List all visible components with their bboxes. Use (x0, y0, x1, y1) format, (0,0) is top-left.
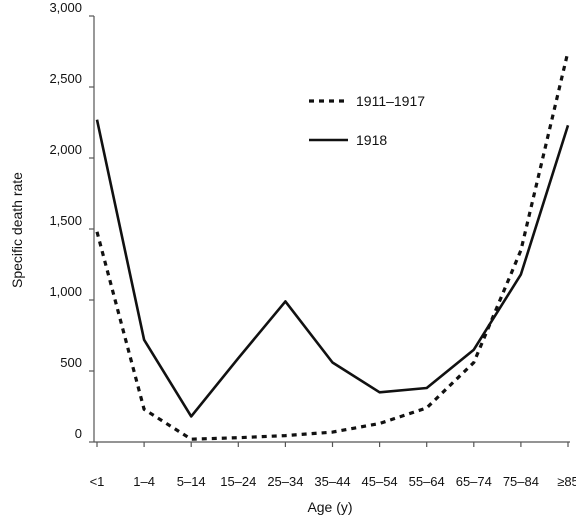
y-tick-label: 2,500 (49, 71, 82, 86)
y-tick-label: 500 (60, 355, 82, 370)
x-tick-label: 25–34 (267, 474, 303, 489)
y-tick-label: 1,500 (49, 213, 82, 228)
y-ticks: 0 500 1,000 1,500 2,000 2,500 3,000 (49, 0, 94, 443)
x-tick-label: 1–4 (133, 474, 155, 489)
x-tick-label: ≥85 (557, 474, 576, 489)
series-group (95, 51, 570, 441)
series-line-1911-1917 (95, 51, 570, 441)
x-tick-label: 65–74 (456, 474, 492, 489)
x-tick-label: 75–84 (503, 474, 539, 489)
y-tick-label: 0 (75, 426, 82, 441)
series-line-1918 (95, 119, 570, 418)
x-tick-label: 15–24 (220, 474, 256, 489)
legend: 1911–1917 1918 (309, 93, 425, 148)
y-tick-label: 3,000 (49, 0, 82, 15)
x-ticks: <1 1–4 5–14 15–24 25–34 35–44 45–54 55–64 65–74 7… (90, 442, 576, 489)
y-tick-label: 1,000 (49, 284, 82, 299)
x-tick-label: 5–14 (177, 474, 206, 489)
legend-label: 1918 (356, 132, 387, 148)
legend-label: 1911–1917 (356, 93, 425, 109)
y-axis-title: Specific death rate (9, 172, 25, 288)
y-tick-label: 2,000 (49, 142, 82, 157)
x-tick-label: <1 (90, 474, 105, 489)
x-tick-label: 55–64 (409, 474, 445, 489)
x-tick-label: 45–54 (362, 474, 398, 489)
x-axis-title: Age (y) (307, 499, 352, 515)
x-tick-label: 35–44 (314, 474, 350, 489)
